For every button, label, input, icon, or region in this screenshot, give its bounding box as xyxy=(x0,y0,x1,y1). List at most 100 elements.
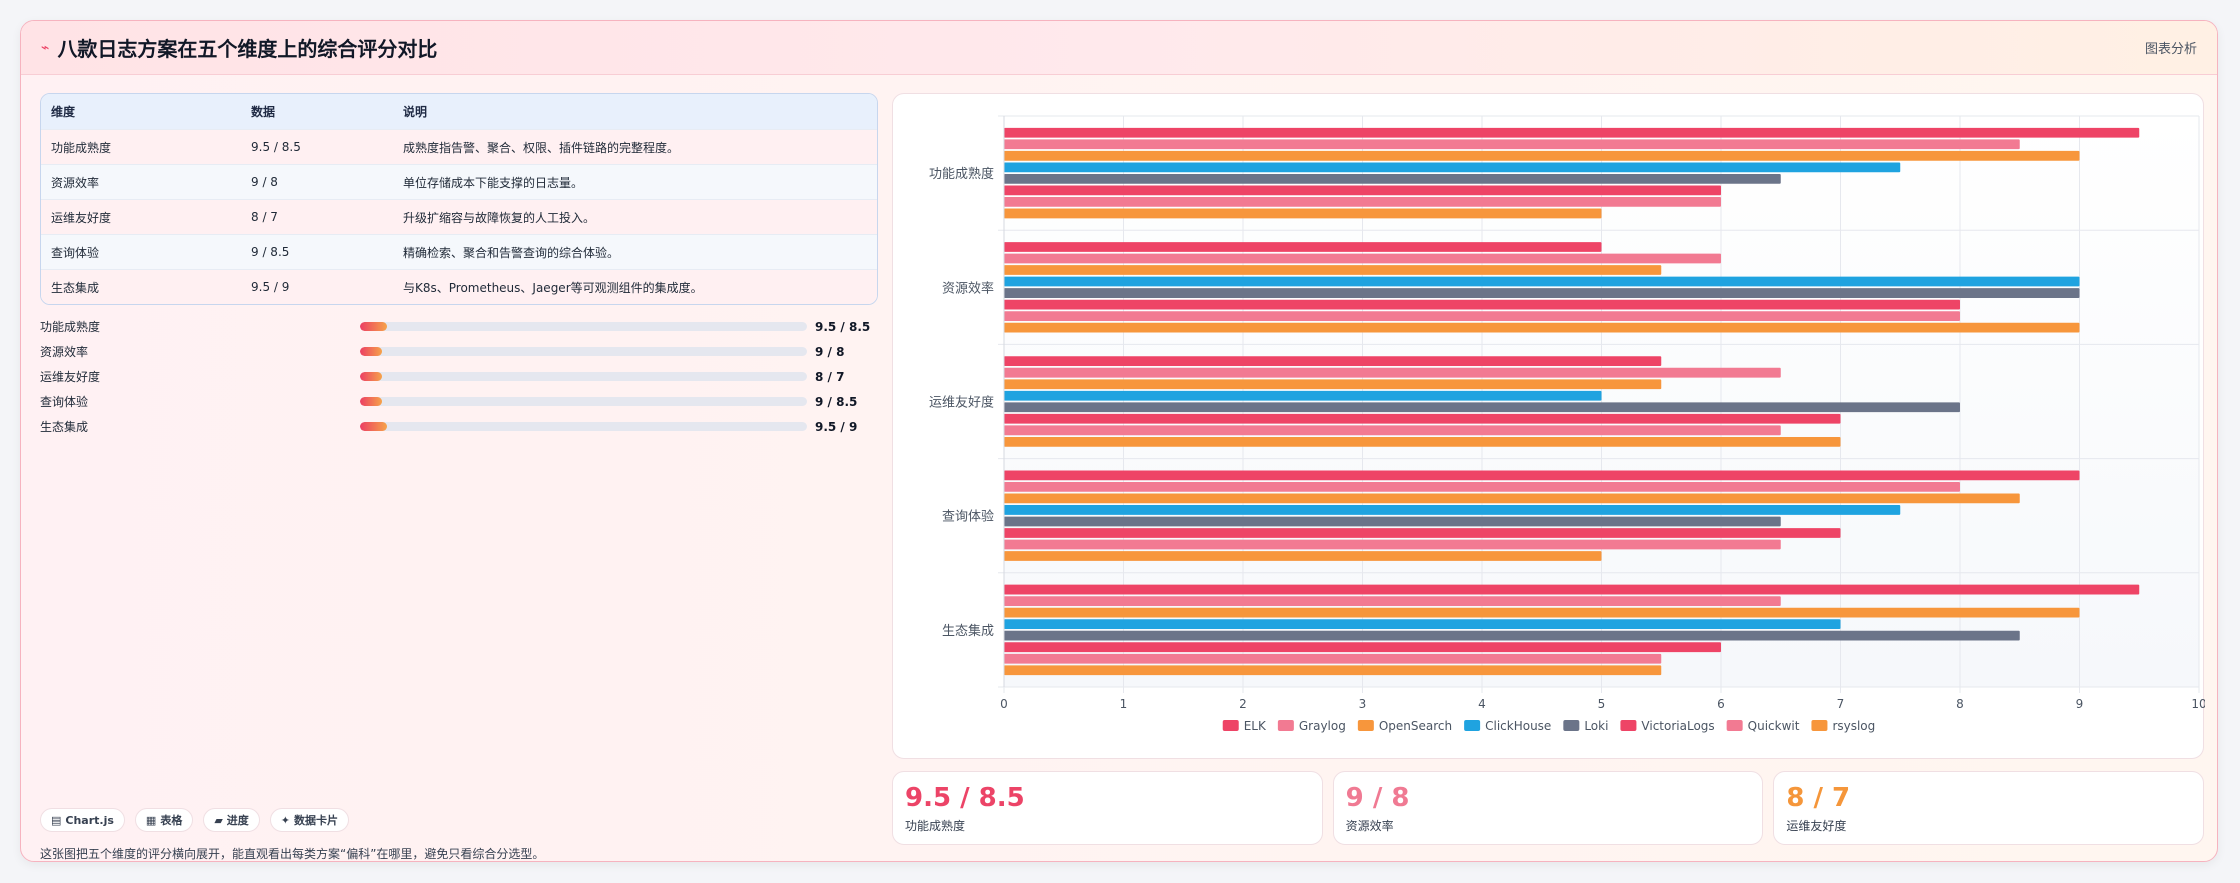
legend-label: VictoriaLogs xyxy=(1641,719,1714,733)
legend-label: ELK xyxy=(1244,719,1267,733)
y-category-label: 运维友好度 xyxy=(929,395,994,411)
progress-track xyxy=(360,372,807,381)
legend-label: OpenSearch xyxy=(1379,719,1452,733)
left-panel: 维度 数据 说明 功能成熟度 9.5 / 8.5 成熟度指告警、聚合、权限、插件… xyxy=(40,93,878,861)
chip-data-card[interactable]: ✦ 数据卡片 xyxy=(269,808,350,832)
stat-card: 8 / 7 运维友好度 xyxy=(1773,771,2205,845)
stat-value: 8 / 7 xyxy=(1786,782,1851,813)
chip-label: 进度 xyxy=(226,814,249,827)
progress-value: 9.5 / 9 xyxy=(815,419,858,434)
table-row: 查询体验 9 / 8.5 精确检索、聚合和告警查询的综合体验。 xyxy=(41,234,877,269)
bar-victorialogs xyxy=(1004,299,1960,310)
progress-row: 资源效率 9 / 8 xyxy=(40,339,878,364)
progress-value: 9 / 8 xyxy=(815,344,845,359)
table-icon: ▦ xyxy=(145,813,157,827)
bar-clickhouse xyxy=(1004,162,1901,173)
bar-clickhouse xyxy=(1004,390,1602,401)
x-tick-label: 8 xyxy=(1956,697,1964,711)
bar-quickwit xyxy=(1004,539,1781,550)
stat-card: 9.5 / 8.5 功能成熟度 xyxy=(892,771,1323,845)
x-tick-label: 2 xyxy=(1239,697,1247,711)
progress-label: 查询体验 xyxy=(40,395,89,409)
progress-label: 生态集成 xyxy=(40,420,89,434)
bar-victorialogs xyxy=(1004,413,1841,424)
progress-fill xyxy=(360,347,383,356)
table-header-cell: 维度 xyxy=(51,105,76,119)
table-row: 生态集成 9.5 / 9 与K8s、Prometheus、Jaeger等可观测组… xyxy=(41,269,877,304)
table-cell: 功能成熟度 xyxy=(51,140,112,155)
legend-swatch xyxy=(1726,720,1743,731)
data-table: 维度 数据 说明 功能成熟度 9.5 / 8.5 成熟度指告警、聚合、权限、插件… xyxy=(40,93,878,305)
table-cell: 8 / 7 xyxy=(251,210,278,224)
table-cell: 运维友好度 xyxy=(51,210,112,225)
progress-fill xyxy=(360,372,383,381)
stat-label: 资源效率 xyxy=(1345,818,1394,833)
chart-note: 这张图把五个维度的评分横向展开，能直观看出每类方案“偏科”在哪里，避免只看综合分… xyxy=(40,847,545,861)
table-header-row: 维度 数据 说明 xyxy=(41,94,877,129)
progress-fill xyxy=(360,422,387,431)
bar-loki xyxy=(1004,288,2080,298)
bar-opensearch xyxy=(1004,150,2080,161)
bar-loki xyxy=(1004,173,1781,184)
table-cell: 与K8s、Prometheus、Jaeger等可观测组件的集成度。 xyxy=(403,280,703,295)
legend-swatch xyxy=(1357,720,1374,731)
bar-rsyslog xyxy=(1004,208,1602,219)
progress-row: 生态集成 9.5 / 9 xyxy=(40,414,878,439)
card-header: ⌁ 八款日志方案在五个维度上的综合评分对比 图表分析 xyxy=(21,21,2217,75)
progress-row: 功能成熟度 9.5 / 8.5 xyxy=(40,314,878,339)
chip-table[interactable]: ▦ 表格 xyxy=(134,808,194,832)
bar-elk xyxy=(1004,127,2140,138)
table-cell: 9.5 / 8.5 xyxy=(251,140,301,154)
x-tick-label: 3 xyxy=(1359,697,1367,711)
chip-chartjs[interactable]: ▤ Chart.js xyxy=(40,808,125,832)
progress-track xyxy=(360,397,807,406)
card-icon: ✦ xyxy=(280,813,291,827)
table-row: 运维友好度 8 / 7 升级扩缩容与故障恢复的人工投入。 xyxy=(41,199,877,234)
table-row: 功能成熟度 9.5 / 8.5 成熟度指告警、聚合、权限、插件链路的完整程度。 xyxy=(41,129,877,164)
progress-icon: ▰ xyxy=(214,813,223,827)
stat-label: 运维友好度 xyxy=(1786,818,1847,833)
bar-elk xyxy=(1004,356,1662,367)
bar-elk xyxy=(1004,470,2080,481)
table-cell: 资源效率 xyxy=(51,175,100,190)
table-cell: 成熟度指告警、聚合、权限、插件链路的完整程度。 xyxy=(403,140,680,155)
progress-list: 功能成熟度 9.5 / 8.5 资源效率 9 / 8 运维友好度 8 / 7 查… xyxy=(40,314,878,439)
bar-victorialogs xyxy=(1004,185,1721,196)
chip-progress[interactable]: ▰ 进度 xyxy=(203,808,260,832)
legend-label: rsyslog xyxy=(1832,719,1875,733)
bar-loki xyxy=(1004,516,1781,527)
legend-swatch xyxy=(1811,720,1828,731)
page-title: 八款日志方案在五个维度上的综合评分对比 xyxy=(57,37,438,61)
progress-track xyxy=(360,347,807,356)
bar-victorialogs xyxy=(1004,528,1841,538)
bar-graylog xyxy=(1004,481,1960,492)
legend-swatch xyxy=(1620,720,1637,731)
y-category-label: 资源效率 xyxy=(942,280,994,296)
progress-label: 运维友好度 xyxy=(40,370,101,384)
header-tag[interactable]: 图表分析 xyxy=(2144,42,2197,57)
bar-quickwit xyxy=(1004,311,1960,322)
bar-elk xyxy=(1004,584,2140,595)
progress-label: 功能成熟度 xyxy=(40,320,101,334)
bar-rsyslog xyxy=(1004,436,1841,447)
bar-clickhouse xyxy=(1004,505,1901,515)
progress-label: 资源效率 xyxy=(40,345,89,359)
progress-value: 9 / 8.5 xyxy=(815,394,858,409)
bar-graylog xyxy=(1004,596,1781,606)
table-header-cell: 说明 xyxy=(403,105,428,119)
bar-opensearch xyxy=(1004,493,2020,504)
bar-loki xyxy=(1004,402,1960,413)
table-cell: 9 / 8 xyxy=(251,175,278,189)
progress-row: 运维友好度 8 / 7 xyxy=(40,364,878,389)
stat-value: 9.5 / 8.5 xyxy=(905,782,1025,813)
table-row: 资源效率 9 / 8 单位存储成本下能支撑的日志量。 xyxy=(41,164,877,199)
chip-label: Chart.js xyxy=(65,813,114,827)
bar-opensearch xyxy=(1004,607,2080,618)
progress-track xyxy=(360,422,807,431)
bar-clickhouse xyxy=(1004,276,2080,287)
table-header-cell: 数据 xyxy=(251,105,276,119)
bar-graylog xyxy=(1004,253,1721,264)
bar-clickhouse xyxy=(1004,619,1841,630)
